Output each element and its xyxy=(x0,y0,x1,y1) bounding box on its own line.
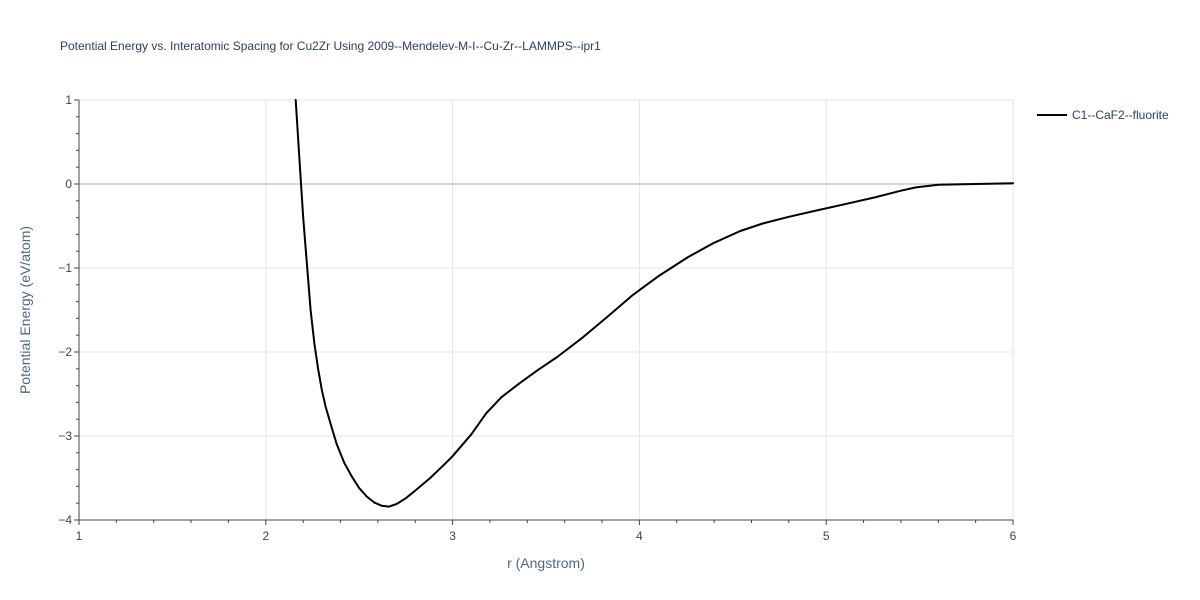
axis-layer: 1 2 3 4 5 6 −4 −3 −2 −1 0 1 xyxy=(58,93,1016,543)
x-tick-label: 2 xyxy=(262,529,269,543)
legend: C1--CaF2--fluorite xyxy=(1037,108,1169,122)
y-tick-label: −4 xyxy=(58,513,72,527)
x-axis-title: r (Angstrom) xyxy=(507,555,585,571)
y-tick-label: −2 xyxy=(58,345,72,359)
x-tick-label: 1 xyxy=(76,529,83,543)
series-layer xyxy=(294,99,1014,508)
series-line-0 xyxy=(294,99,1014,508)
x-tick-label: 3 xyxy=(449,529,456,543)
y-tick-label: −3 xyxy=(58,429,72,443)
y-axis-title: Potential Energy (eV/atom) xyxy=(17,226,33,394)
grid-layer xyxy=(79,99,1014,520)
x-tick-label: 6 xyxy=(1010,529,1017,543)
y-tick-label: 1 xyxy=(65,93,72,107)
chart-title: Potential Energy vs. Interatomic Spacing… xyxy=(60,39,601,53)
y-tick-label: 0 xyxy=(65,177,72,191)
y-tick-label: −1 xyxy=(58,261,72,275)
legend-label: C1--CaF2--fluorite xyxy=(1072,108,1169,122)
x-tick-label: 4 xyxy=(636,529,643,543)
x-tick-label: 5 xyxy=(823,529,830,543)
